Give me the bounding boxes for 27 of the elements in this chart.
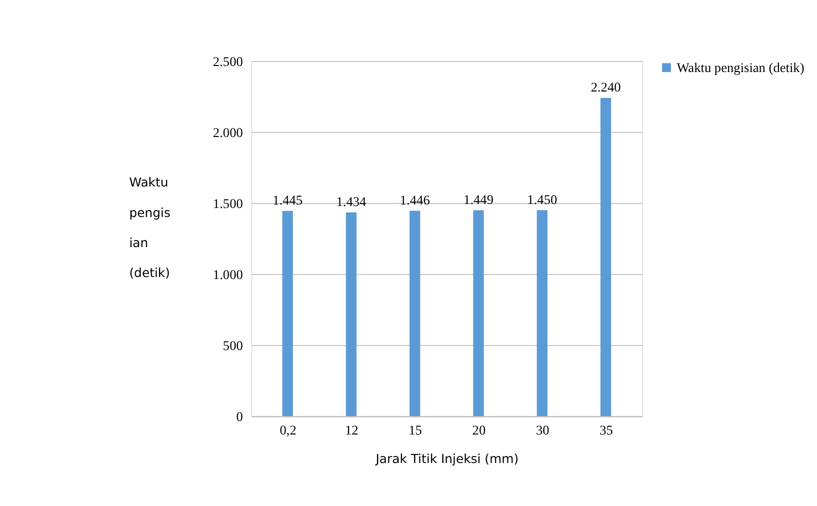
- x-tick-label: 35: [600, 422, 614, 438]
- bar: [346, 212, 357, 416]
- y-tick-label: 500: [222, 338, 244, 354]
- y-tick-label: 2.000: [212, 124, 244, 140]
- x-axis-title: Jarak Titik Injeksi (mm): [374, 450, 519, 466]
- x-tick-label: 0,2: [280, 422, 296, 438]
- legend-label: Waktu pengisian (detik): [676, 60, 804, 76]
- bar: [282, 210, 293, 416]
- bar: [600, 98, 612, 416]
- data-label: 2.240: [590, 80, 622, 95]
- y-axis-title: Waktu pengis ian (detik): [129, 174, 170, 280]
- data-label: 1.445: [272, 192, 303, 208]
- bar: [536, 210, 548, 416]
- bar: [473, 210, 484, 416]
- x-tick-label: 12: [345, 422, 358, 438]
- bar: [410, 210, 420, 416]
- y-tick-label: 0: [236, 409, 244, 424]
- y-tick-label: 2.500: [212, 54, 244, 69]
- y-tick-label: 1.500: [212, 196, 244, 211]
- data-label: 1.450: [527, 192, 558, 207]
- data-label: 1.449: [464, 192, 494, 208]
- x-tick-label: 20: [472, 422, 486, 438]
- x-tick-label: 30: [536, 422, 550, 438]
- data-label: 1.434: [336, 194, 367, 210]
- x-tick-label: 15: [408, 422, 422, 438]
- y-tick-label: 1.000: [212, 266, 244, 282]
- data-label: 1.446: [400, 192, 430, 208]
